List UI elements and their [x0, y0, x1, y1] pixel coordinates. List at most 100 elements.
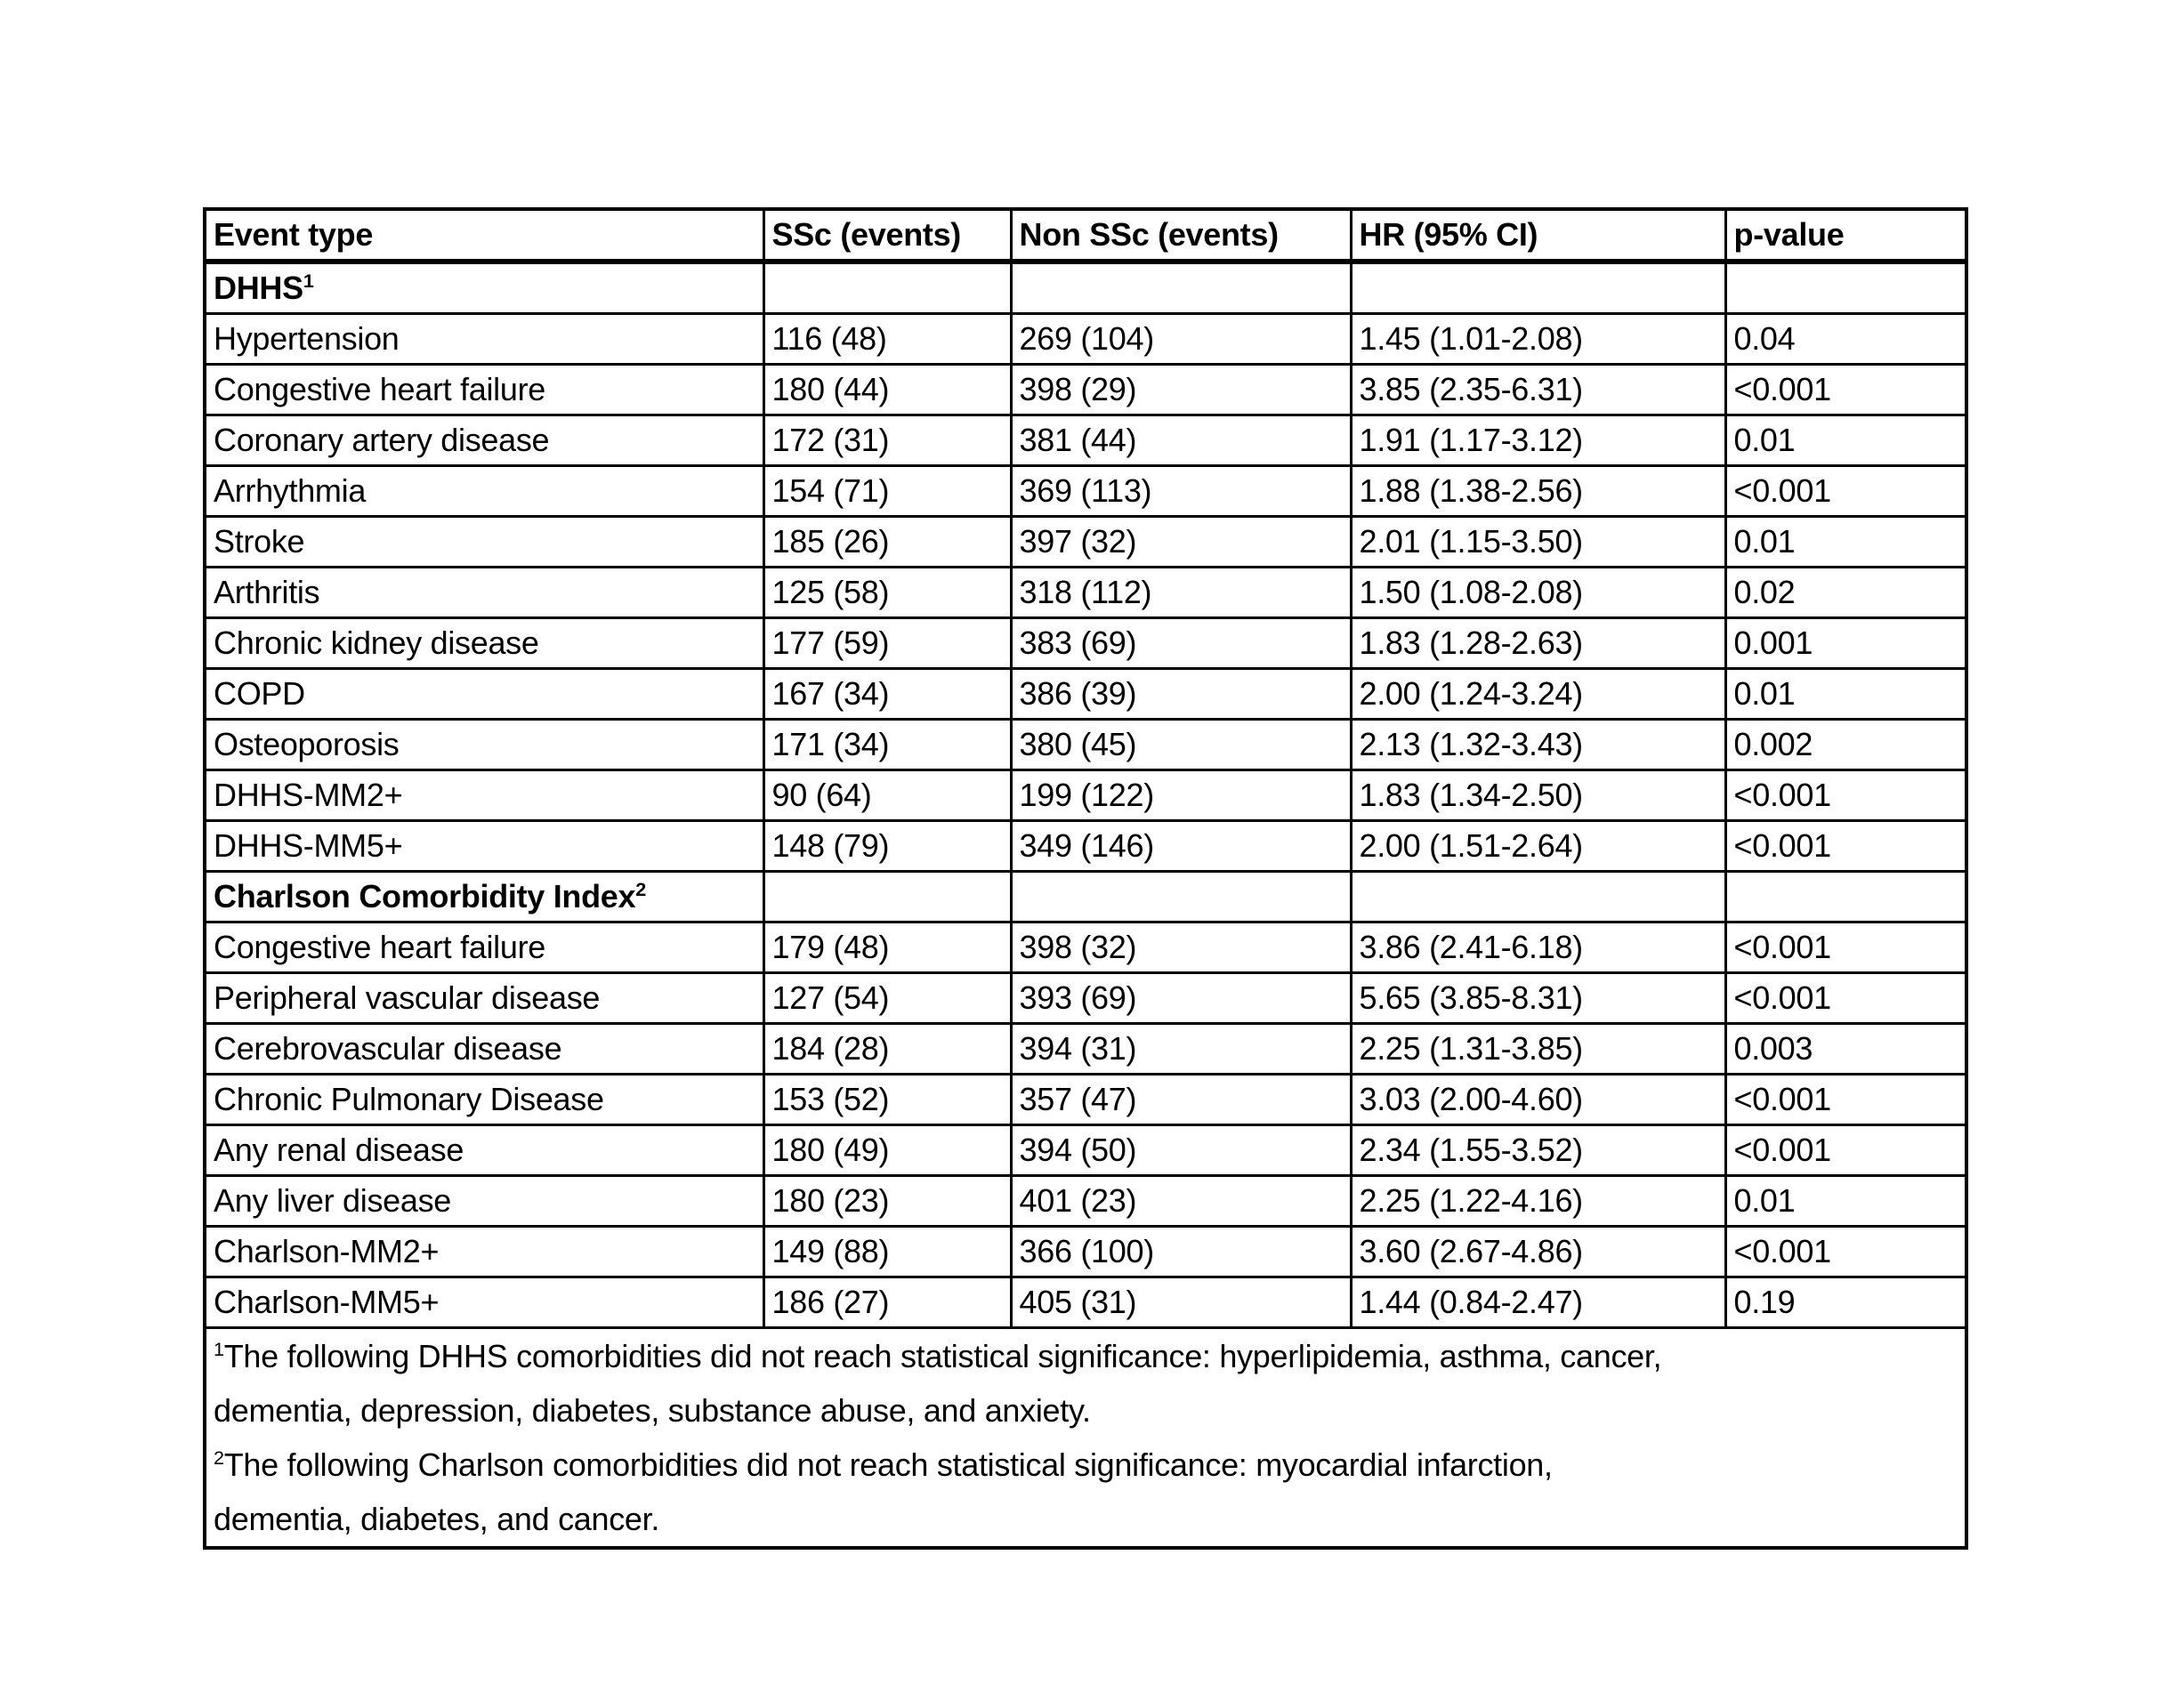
comorbidity-hazard-ratio-table: Event type SSc (events) Non SSc (events)… — [203, 207, 1968, 1550]
table-row: Congestive heart failure 180 (44) 398 (29)… — [203, 363, 1968, 416]
cell-p-value: <0.001 — [1724, 769, 1968, 822]
footnote-2-line-1: 2The following Charlson comorbidities di… — [214, 1438, 1961, 1492]
footnote-dhhs: 1The following DHHS comorbidities did no… — [214, 1330, 1961, 1438]
cell-ssc-events: 148 (79) — [762, 819, 1013, 873]
table-row: Congestive heart failure 179 (48) 398 (32)… — [203, 921, 1968, 974]
table-row: Charlson-MM2+ 149 (88) 366 (100) 3.60 (2.67… — [203, 1225, 1968, 1278]
cell-ssc-events: 184 (28) — [762, 1022, 1013, 1076]
cell-hr-95ci: 3.03 (2.00-4.60) — [1349, 1073, 1727, 1126]
col-header-ssc-events: SSc (events) — [762, 207, 1013, 264]
cell-event-type: Charlson-MM2+ — [203, 1225, 765, 1278]
cell-ssc-events: 186 (27) — [762, 1276, 1013, 1329]
section-title-superscript: 2 — [635, 878, 646, 900]
cell-non-ssc-events: 393 (69) — [1009, 971, 1352, 1025]
cell-p-value: 0.01 — [1724, 414, 1968, 467]
cell-event-type: Charlson-MM5+ — [203, 1276, 765, 1329]
table-row: Charlson-MM5+ 186 (27) 405 (31) 1.44 (0.84-… — [203, 1276, 1968, 1329]
cell-event-type: Peripheral vascular disease — [203, 971, 765, 1025]
cell-event-type: Any renal disease — [203, 1124, 765, 1177]
cell-event-type: Chronic Pulmonary Disease — [203, 1073, 765, 1126]
section-empty-cell — [1009, 260, 1352, 315]
cell-non-ssc-events: 381 (44) — [1009, 414, 1352, 467]
footnote-2-line-2: dementia, diabetes, and cancer. — [214, 1492, 1961, 1545]
col-header-non-ssc-events: Non SSc (events) — [1009, 207, 1352, 264]
cell-ssc-events: 116 (48) — [762, 312, 1013, 366]
cell-hr-95ci: 5.65 (3.85-8.31) — [1349, 971, 1727, 1025]
col-header-p-value: p-value — [1724, 207, 1968, 264]
cell-p-value: 0.02 — [1724, 566, 1968, 619]
cell-p-value: 0.01 — [1724, 667, 1968, 721]
section-header-row: DHHS1 — [203, 260, 1968, 315]
cell-ssc-events: 167 (34) — [762, 667, 1013, 721]
cell-event-type: Chronic kidney disease — [203, 616, 765, 670]
cell-p-value: <0.001 — [1724, 1225, 1968, 1278]
cell-ssc-events: 153 (52) — [762, 1073, 1013, 1126]
table-row: Arthritis 125 (58) 318 (112) 1.50 (1.08-2.0… — [203, 566, 1968, 619]
cell-ssc-events: 90 (64) — [762, 769, 1013, 822]
cell-ssc-events: 127 (54) — [762, 971, 1013, 1025]
section-title-superscript: 1 — [303, 270, 314, 292]
cell-p-value: <0.001 — [1724, 1124, 1968, 1177]
cell-non-ssc-events: 401 (23) — [1009, 1174, 1352, 1228]
section-title-cell: Charlson Comorbidity Index2 — [203, 870, 765, 923]
cell-hr-95ci: 1.50 (1.08-2.08) — [1349, 566, 1727, 619]
cell-ssc-events: 180 (44) — [762, 363, 1013, 416]
footnote-1-marker: 1 — [214, 1338, 224, 1360]
table-row: Arrhythmia 154 (71) 369 (113) 1.88 (1.38-2.… — [203, 464, 1968, 518]
cell-ssc-events: 125 (58) — [762, 566, 1013, 619]
cell-non-ssc-events: 369 (113) — [1009, 464, 1352, 518]
section-empty-cell — [762, 870, 1013, 923]
footnote-section: 1The following DHHS comorbidities did no… — [203, 1326, 1968, 1550]
footnote-2-text-2: dementia, diabetes, and cancer. — [214, 1501, 660, 1537]
footnote-2-text-1: The following Charlson comorbidities did… — [223, 1446, 1553, 1483]
table-row: Peripheral vascular disease 127 (54) 393 (… — [203, 971, 1968, 1025]
cell-p-value: 0.002 — [1724, 718, 1968, 771]
table-row: Hypertension 116 (48) 269 (104) 1.45 (1.01-… — [203, 312, 1968, 366]
cell-event-type: Hypertension — [203, 312, 765, 366]
table-row: Chronic Pulmonary Disease 153 (52) 357 (47… — [203, 1073, 1968, 1126]
cell-hr-95ci: 1.45 (1.01-2.08) — [1349, 312, 1727, 366]
cell-p-value: 0.04 — [1724, 312, 1968, 366]
cell-non-ssc-events: 366 (100) — [1009, 1225, 1352, 1278]
header-row: Event type SSc (events) Non SSc (events)… — [203, 207, 1968, 264]
section-header-row: Charlson Comorbidity Index2 — [203, 870, 1968, 923]
col-header-event-type: Event type — [203, 207, 765, 264]
cell-event-type: Stroke — [203, 515, 765, 568]
footnote-2-marker: 2 — [214, 1446, 224, 1469]
cell-ssc-events: 180 (49) — [762, 1124, 1013, 1177]
table-row: Osteoporosis 171 (34) 380 (45) 2.13 (1.32-3… — [203, 718, 1968, 771]
table-row: Coronary artery disease 172 (31) 381 (44) 1… — [203, 414, 1968, 467]
cell-p-value: 0.01 — [1724, 1174, 1968, 1228]
cell-non-ssc-events: 394 (50) — [1009, 1124, 1352, 1177]
cell-p-value: <0.001 — [1724, 971, 1968, 1025]
cell-hr-95ci: 1.83 (1.28-2.63) — [1349, 616, 1727, 670]
table-row: DHHS-MM2+ 90 (64) 199 (122) 1.83 (1.34-2.50… — [203, 769, 1968, 822]
cell-event-type: COPD — [203, 667, 765, 721]
cell-event-type: Osteoporosis — [203, 718, 765, 771]
cell-non-ssc-events: 380 (45) — [1009, 718, 1352, 771]
cell-event-type: Congestive heart failure — [203, 921, 765, 974]
cell-non-ssc-events: 397 (32) — [1009, 515, 1352, 568]
cell-hr-95ci: 2.34 (1.55-3.52) — [1349, 1124, 1727, 1177]
cell-ssc-events: 171 (34) — [762, 718, 1013, 771]
cell-non-ssc-events: 349 (146) — [1009, 819, 1352, 873]
cell-ssc-events: 154 (71) — [762, 464, 1013, 518]
cell-hr-95ci: 1.44 (0.84-2.47) — [1349, 1276, 1727, 1329]
cell-p-value: <0.001 — [1724, 363, 1968, 416]
cell-p-value: 0.19 — [1724, 1276, 1968, 1329]
footnote-1-line-2: dementia, depression, diabetes, substanc… — [214, 1383, 1961, 1438]
cell-ssc-events: 172 (31) — [762, 414, 1013, 467]
cell-p-value: <0.001 — [1724, 819, 1968, 873]
cell-non-ssc-events: 383 (69) — [1009, 616, 1352, 670]
footnote-row: 1The following DHHS comorbidities did no… — [203, 1326, 1968, 1550]
table-row: Chronic kidney disease 177 (59) 383 (69) 1.… — [203, 616, 1968, 670]
cell-hr-95ci: 2.13 (1.32-3.43) — [1349, 718, 1727, 771]
section-title-cell: DHHS1 — [203, 260, 765, 315]
table-body: DHHS1 Hypertension 116 (48) 269 (104) 1.45 (… — [203, 260, 1968, 1329]
section-title-text: DHHS — [214, 270, 303, 306]
section-empty-cell — [1724, 870, 1968, 923]
cell-non-ssc-events: 199 (122) — [1009, 769, 1352, 822]
table-row: Any liver disease 180 (23) 401 (23) 2.25 (1… — [203, 1174, 1968, 1228]
cell-p-value: 0.001 — [1724, 616, 1968, 670]
cell-hr-95ci: 1.83 (1.34-2.50) — [1349, 769, 1727, 822]
